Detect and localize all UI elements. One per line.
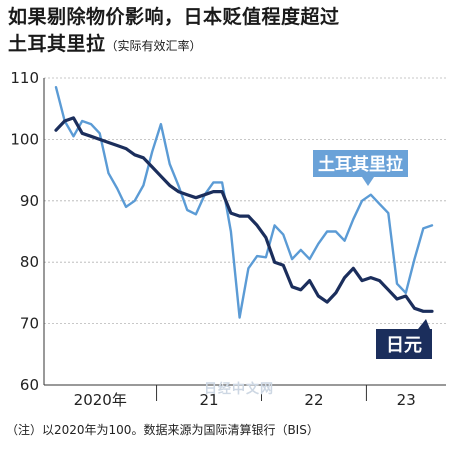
label-try-box <box>313 150 408 177</box>
x-axis: 2020年 21 22 23 <box>44 384 446 409</box>
label-jpy: 日元 <box>376 319 432 359</box>
x-tick-label: 22 <box>304 391 323 409</box>
y-tick-label: 80 <box>20 253 39 271</box>
label-try: 土耳其里拉 <box>313 150 408 186</box>
title-line-1: 如果剔除物价影响，日本贬值程度超过 <box>8 6 340 28</box>
grid-lines <box>44 77 446 325</box>
watermark: 日经中文网 <box>204 382 275 397</box>
y-tick-label: 110 <box>10 69 39 87</box>
x-tick-label: 2020年 <box>74 391 127 409</box>
chart-title: 如果剔除物价影响，日本贬值程度超过 土耳其里拉（实际有效汇率） <box>8 4 448 60</box>
label-jpy-text: 日元 <box>386 335 422 356</box>
footnote: （注）以2020年为100。数据来源为国际清算银行（BIS） <box>6 423 319 437</box>
series-line-try <box>54 85 434 319</box>
x-tick-label: 21 <box>199 391 218 409</box>
title-line-2: 土耳其里拉（实际有效汇率） <box>8 31 448 60</box>
label-try-pointer <box>362 177 374 186</box>
label-try-text: 土耳其里拉 <box>318 154 403 175</box>
label-jpy-pointer <box>418 319 430 329</box>
title-subtitle: （实际有效汇率） <box>105 39 202 53</box>
y-tick-label: 60 <box>20 376 39 394</box>
title-line-2-main: 土耳其里拉 <box>8 33 106 55</box>
y-axis: 60 70 80 90 100 110 <box>10 69 45 394</box>
series-line-jpy <box>54 116 434 313</box>
label-jpy-box <box>376 329 432 359</box>
y-tick-label: 90 <box>20 192 39 210</box>
series-lines <box>54 85 434 319</box>
x-tick-label: 23 <box>397 391 416 409</box>
y-tick-label: 100 <box>10 130 39 148</box>
y-tick-label: 70 <box>20 315 39 333</box>
